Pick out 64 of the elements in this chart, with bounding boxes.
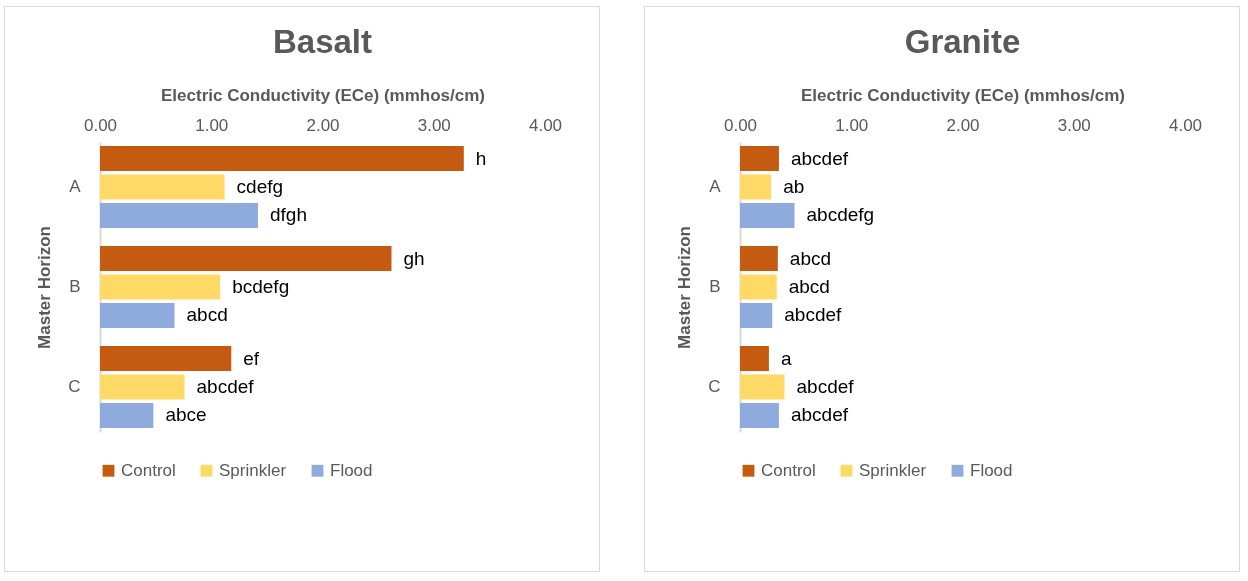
bar [740,374,785,400]
data-label: abcdef [196,376,255,397]
x-tick-label: 1.00 [835,115,869,135]
bar [100,174,225,200]
y-tick-label: B [69,277,81,296]
data-label: ab [783,176,805,197]
x-tick-label: 4.00 [1168,115,1203,135]
chart-title: Basalt [272,23,373,60]
x-tick-label: 1.00 [195,115,229,135]
legend-label: Control [121,460,176,480]
x-axis-title: Electric Conductivity (ECe) (mmhos/cm) [160,85,486,105]
data-label: bcdefg [232,276,290,297]
x-tick-label: 3.00 [1057,115,1091,135]
y-axis-title: Master Horizon [675,226,695,349]
y-tick-label: C [708,377,721,396]
data-label: h [475,147,487,169]
x-tick-label: 3.00 [417,115,451,135]
y-tick-label: A [69,177,82,196]
bar [740,146,779,172]
bar [740,174,772,200]
legend-label: Sprinkler [219,460,287,480]
x-tick-label: 0.00 [723,115,758,135]
data-label: abcdefg [806,204,875,226]
legend-label: Flood [330,460,373,480]
y-tick-label: B [709,277,721,296]
data-label: a [780,347,792,369]
x-tick-label: 2.00 [306,115,340,135]
bar [100,146,464,172]
x-axis-title: Electric Conductivity (ECe) (mmhos/cm) [800,85,1126,105]
data-label: abcd [186,304,228,326]
bar [740,202,795,228]
y-axis-title: Master Horizon [35,226,55,349]
data-label: dfgh [269,204,307,226]
data-label: abcdef [796,376,855,397]
x-tick-label: 0.00 [83,115,118,135]
x-tick-label: 2.00 [946,115,980,135]
bar [100,246,392,272]
data-label: gh [403,247,425,269]
bar [100,402,154,428]
bar [100,274,221,300]
data-label: cdefg [236,176,284,197]
legend-label: Sprinkler [859,460,927,480]
bar [100,346,232,372]
data-label: ef [243,347,260,369]
data-label: abcdef [790,147,849,169]
bar [740,302,773,328]
chart-title: Granite [904,23,1021,60]
bar [740,346,769,372]
data-label: abcdef [790,404,849,426]
legend-label: Control [761,460,816,480]
data-label: abce [165,404,207,426]
data-label: abcd [789,247,832,269]
data-label: abcdef [784,304,843,326]
bar [100,202,258,228]
bar [740,274,777,300]
y-tick-label: A [709,177,722,196]
legend-label: Flood [970,460,1013,480]
bar [740,402,779,428]
y-tick-label: C [68,377,81,396]
bar [100,302,175,328]
bar [100,374,185,400]
x-tick-label: 4.00 [528,115,563,135]
data-label: abcd [788,276,830,297]
bar [740,246,778,272]
